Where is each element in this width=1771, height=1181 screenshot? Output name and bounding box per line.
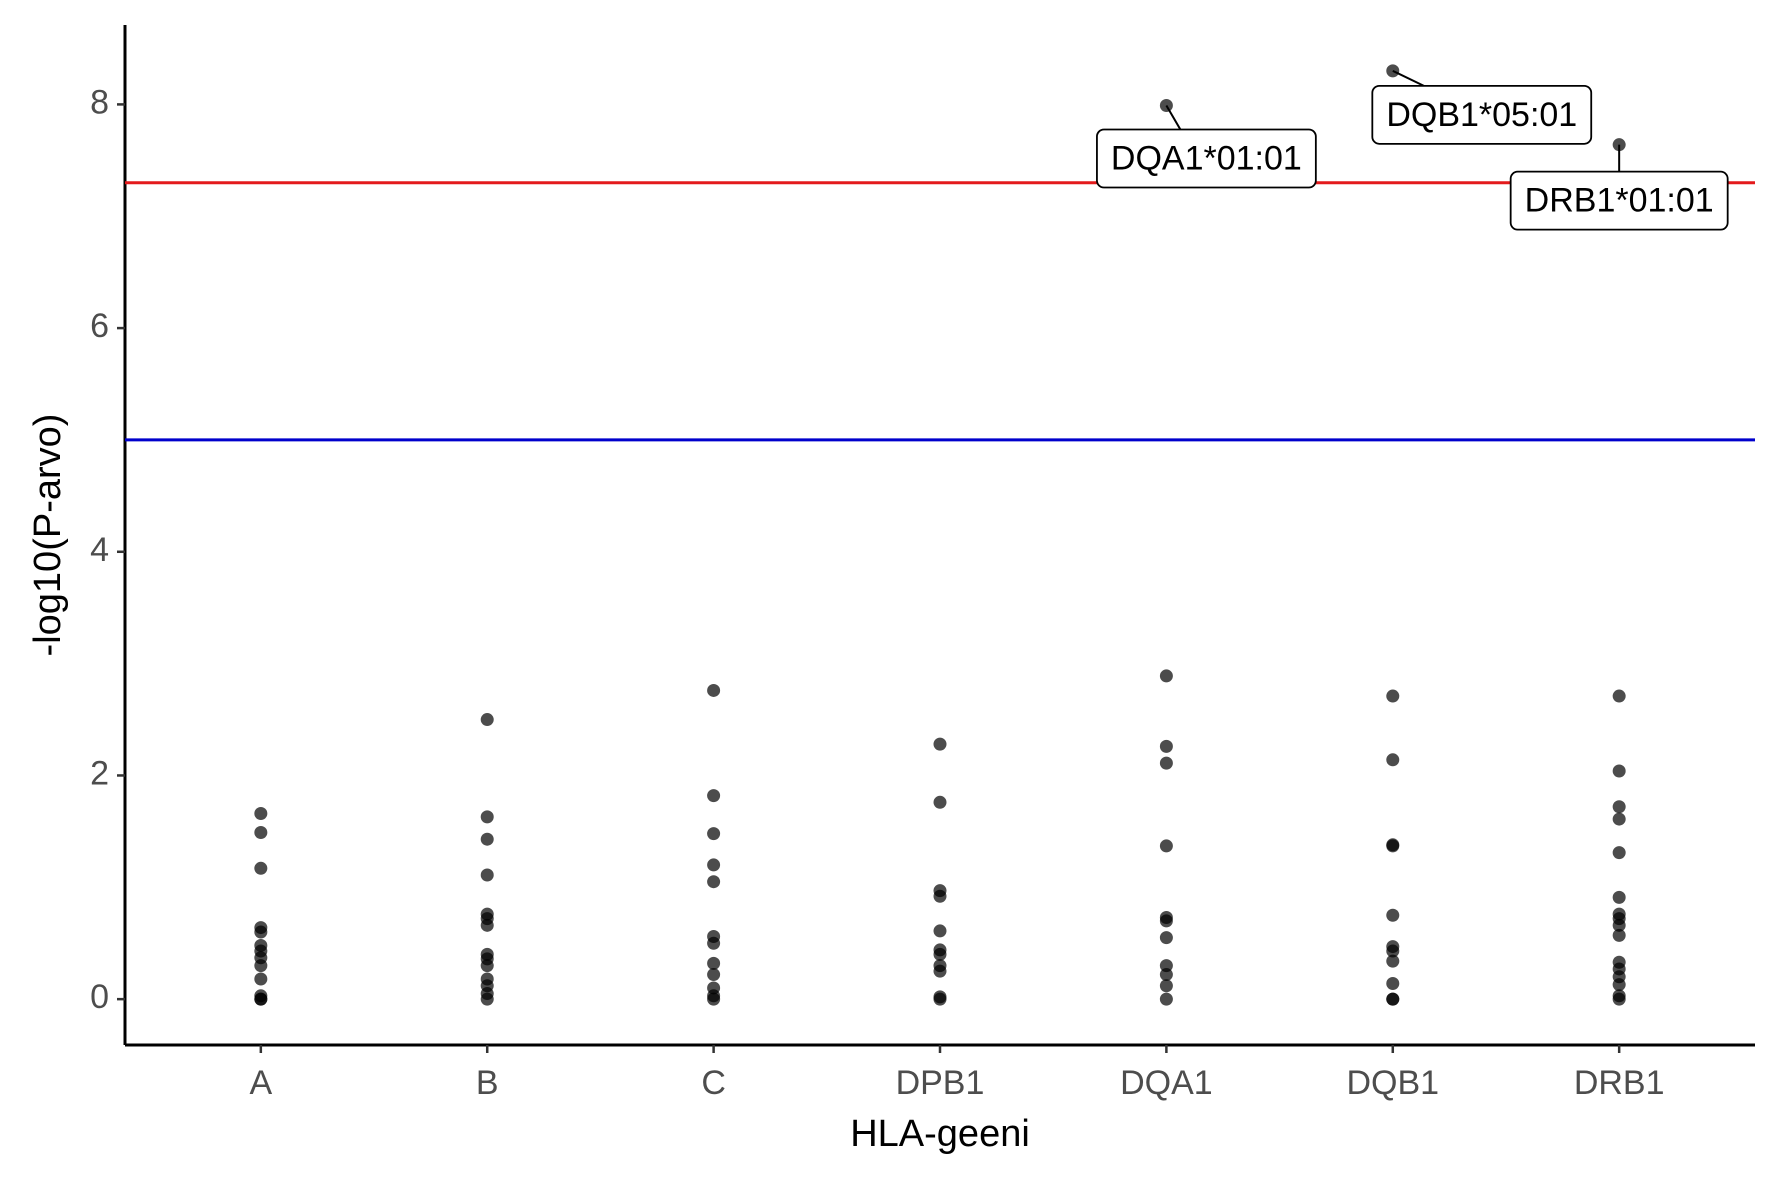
point: [933, 795, 947, 809]
point: [480, 959, 494, 973]
point: [1159, 968, 1173, 982]
point: [480, 868, 494, 882]
annotation-label: DQB1*05:01: [1386, 96, 1577, 134]
point: [933, 992, 947, 1006]
point: [1159, 931, 1173, 945]
x-tick-label: C: [701, 1064, 726, 1102]
y-tick-label: 6: [90, 307, 109, 345]
y-axis-title: -log10(P-arvo): [27, 414, 69, 657]
point: [707, 875, 721, 889]
point: [1386, 954, 1400, 968]
point: [707, 956, 721, 970]
x-axis-title: HLA-geeni: [850, 1113, 1030, 1155]
x-tick-label: B: [476, 1064, 499, 1102]
point: [254, 925, 268, 939]
point: [254, 959, 268, 973]
annotation: DQA1*01:01: [1096, 128, 1317, 189]
point: [1159, 959, 1173, 973]
annotation: DQB1*05:01: [1371, 84, 1593, 145]
point: [1612, 812, 1626, 826]
point: [933, 964, 947, 978]
point: [1612, 689, 1626, 703]
y-tick-label: 2: [90, 754, 109, 792]
point: [480, 810, 494, 824]
point: [1159, 839, 1173, 853]
x-tick-label: A: [249, 1064, 272, 1102]
annotation-connector: [1165, 105, 1182, 131]
point: [933, 924, 947, 938]
point: [1612, 992, 1626, 1006]
annotation-box: [1371, 84, 1593, 145]
point: [1612, 800, 1626, 814]
point: [707, 858, 721, 872]
point: [1612, 890, 1626, 904]
point: [1159, 756, 1173, 770]
point: [480, 832, 494, 846]
annotation-connector: [1392, 69, 1425, 87]
point: [1386, 976, 1400, 990]
x-tick-label: DQB1: [1346, 1064, 1439, 1102]
point: [480, 918, 494, 932]
annotation-label: DRB1*01:01: [1525, 182, 1714, 220]
point: [480, 713, 494, 727]
x-tick-label: DRB1: [1574, 1064, 1665, 1102]
point: [933, 889, 947, 903]
annotation-box: [1509, 170, 1729, 231]
annotation: DRB1*01:01: [1509, 170, 1729, 231]
point: [707, 827, 721, 841]
point: [707, 968, 721, 982]
point: [480, 992, 494, 1006]
point: [707, 992, 721, 1006]
point: [1386, 944, 1400, 958]
point: [1612, 764, 1626, 778]
point: [1612, 978, 1626, 992]
annotation-label: DQA1*01:01: [1111, 140, 1302, 178]
point: [1159, 669, 1173, 683]
point: [1159, 914, 1173, 928]
point: [1386, 992, 1400, 1006]
point: [1612, 846, 1626, 860]
point: [1386, 839, 1400, 853]
point: [1612, 918, 1626, 932]
point: [1386, 689, 1400, 703]
point: [1159, 979, 1173, 993]
point: [254, 861, 268, 875]
point: [933, 947, 947, 961]
point: [933, 737, 947, 751]
point: [254, 972, 268, 986]
annotation-box: [1096, 128, 1317, 189]
y-tick-label: 0: [90, 978, 109, 1016]
point: [1159, 739, 1173, 753]
x-tick-label: DQA1: [1120, 1064, 1213, 1102]
y-tick-label: 8: [90, 83, 109, 121]
point: [707, 936, 721, 950]
point: [1386, 753, 1400, 767]
point: [254, 992, 268, 1006]
point: [1386, 908, 1400, 922]
y-tick-label: 4: [90, 531, 109, 569]
point: [1612, 928, 1626, 942]
point: [707, 683, 721, 697]
point: [254, 806, 268, 820]
point: [254, 826, 268, 839]
x-tick-label: DPB1: [896, 1064, 985, 1102]
point: [1159, 992, 1173, 1006]
point: [707, 789, 721, 803]
